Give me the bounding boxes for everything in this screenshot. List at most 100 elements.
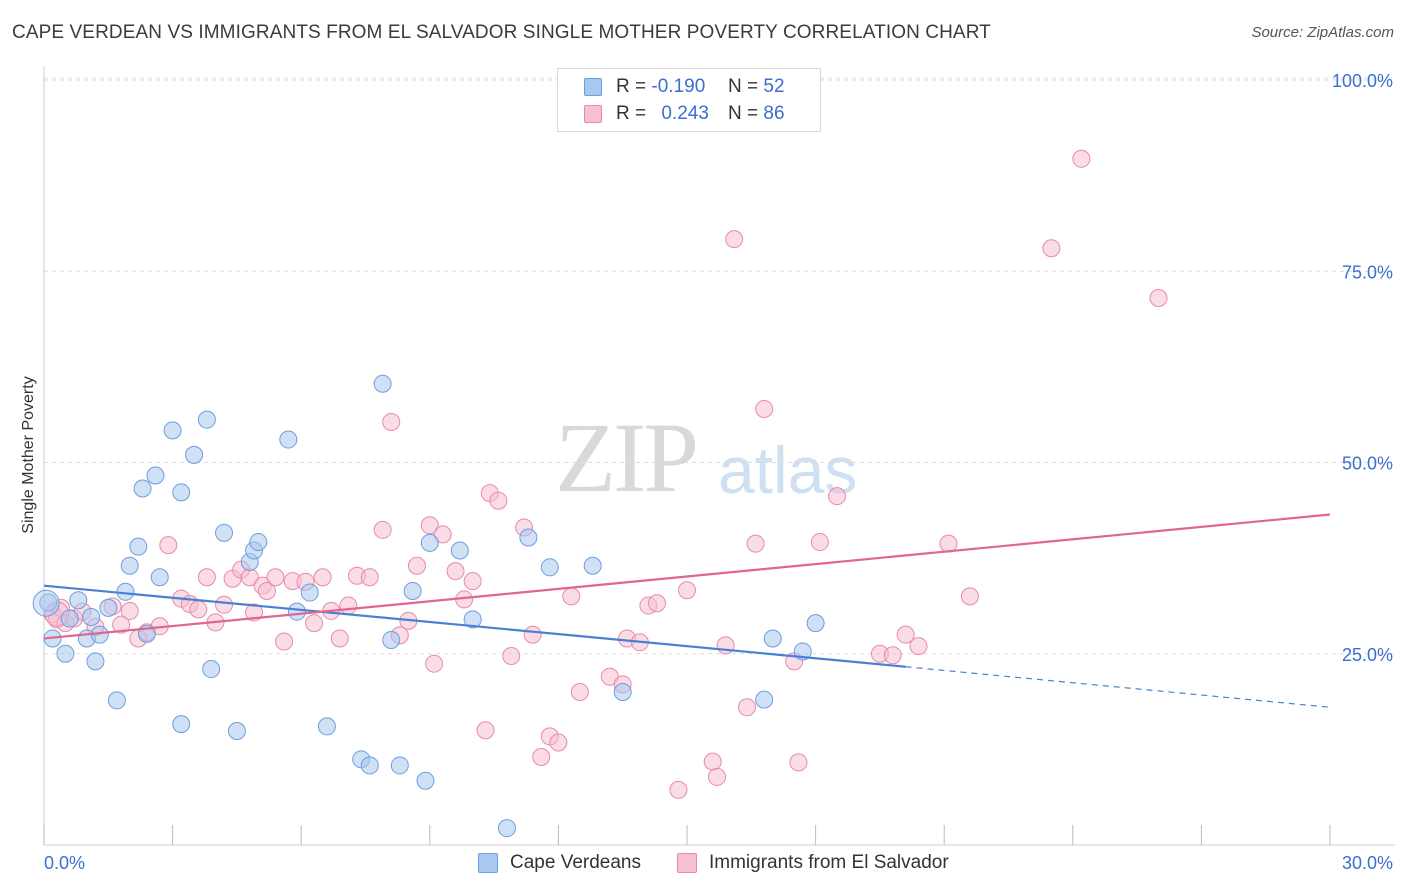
point-el-salvador-16 xyxy=(189,600,208,619)
y-tick-label-75: 75.0% xyxy=(1342,262,1393,282)
legend-row-el-salvador: R = 0.243 N = 86 xyxy=(584,102,785,126)
point-el-salvador-73 xyxy=(755,399,774,418)
bottom-legend-swatch-blue xyxy=(478,853,498,873)
point-el-salvador-71 xyxy=(738,698,757,717)
point-cape-verdean-22 xyxy=(197,410,216,429)
point-cape-verdean-30 xyxy=(287,602,306,621)
point-el-salvador-38 xyxy=(382,412,401,431)
point-cape-verdean-3 xyxy=(60,609,79,628)
point-cape-verdean-16 xyxy=(146,466,165,485)
bottom-legend-cape-verdeans: Cape Verdeans xyxy=(478,852,641,874)
point-cape-verdean-44 xyxy=(519,528,538,547)
point-cape-verdean-28 xyxy=(249,533,268,552)
point-el-salvador-72 xyxy=(746,534,765,553)
point-el-salvador-45 xyxy=(446,562,465,581)
point-el-salvador-65 xyxy=(669,780,688,799)
point-el-salvador-25 xyxy=(257,582,276,601)
point-cape-verdean-21 xyxy=(185,445,204,464)
series-immigrants-el-salvador xyxy=(43,149,1168,799)
point-el-salvador-13 xyxy=(159,536,178,555)
trend-lines xyxy=(43,513,1331,708)
point-cape-verdean-6 xyxy=(82,608,101,627)
point-el-salvador-83 xyxy=(960,587,979,606)
point-el-salvador-34 xyxy=(339,596,358,615)
bottom-legend-swatch-pink xyxy=(677,853,697,873)
point-el-salvador-82 xyxy=(939,534,958,553)
point-el-salvador-76 xyxy=(810,533,829,552)
point-el-salvador-37 xyxy=(373,520,392,539)
point-cape-verdean-45 xyxy=(540,558,559,577)
point-el-salvador-70 xyxy=(725,230,744,249)
y-tick-label-25: 25.0% xyxy=(1342,645,1393,665)
point-cape-verdean-13 xyxy=(129,537,148,556)
chart-source: Source: ZipAtlas.com xyxy=(1251,24,1394,41)
point-el-salvador-19 xyxy=(215,595,234,614)
y-tick-label-100: 100.0% xyxy=(1332,71,1393,91)
point-cape-verdean-34 xyxy=(360,756,379,775)
point-cape-verdean-19 xyxy=(172,483,191,502)
point-el-salvador-54 xyxy=(532,748,551,767)
legend-n-label: N = xyxy=(728,76,759,97)
tick-labels: 25.0% 50.0% 75.0% 100.0% 0.0% 30.0% xyxy=(44,71,1393,873)
point-cape-verdean-49 xyxy=(763,629,782,648)
point-cape-verdean-17 xyxy=(150,568,169,587)
point-el-salvador-68 xyxy=(708,767,727,786)
legend-n-label: N = xyxy=(728,103,759,124)
point-cape-verdean-14 xyxy=(133,479,152,498)
x-tick-label-max: 30.0% xyxy=(1342,853,1393,873)
point-cape-verdean-7 xyxy=(86,652,105,671)
point-cape-verdean-48 xyxy=(755,690,774,709)
trend-el-salvador xyxy=(43,513,1331,640)
point-el-salvador-66 xyxy=(678,581,696,600)
point-el-salvador-43 xyxy=(425,654,444,673)
legend-n-value-pink: 86 xyxy=(763,103,785,124)
legend-swatch-blue xyxy=(584,78,602,96)
series-cape-verdeans xyxy=(32,374,825,838)
point-cape-verdean-32 xyxy=(317,717,336,736)
legend-r-value-blue: -0.190 xyxy=(651,76,706,97)
point-el-salvador-17 xyxy=(197,568,216,587)
point-el-salvador-26 xyxy=(266,568,285,587)
point-el-salvador-77 xyxy=(828,487,847,506)
point-cape-verdean-42 xyxy=(463,610,482,629)
point-el-salvador-50 xyxy=(489,491,508,510)
point-cape-verdean-20 xyxy=(172,715,191,734)
point-cape-verdean-38 xyxy=(403,582,422,601)
point-cape-verdean-40 xyxy=(420,533,439,552)
bottom-legend-el-salvador: Immigrants from El Salvador xyxy=(677,852,949,874)
point-el-salvador-48 xyxy=(476,721,495,740)
point-el-salvador-30 xyxy=(305,614,324,633)
point-cape-verdean-47 xyxy=(613,683,632,701)
chart-title: CAPE VERDEAN VS IMMIGRANTS FROM EL SALVA… xyxy=(12,22,991,43)
legend-swatch-pink xyxy=(584,105,602,123)
point-el-salvador-86 xyxy=(1149,289,1168,308)
point-el-salvador-79 xyxy=(883,646,902,665)
point-cape-verdean-43 xyxy=(497,819,516,838)
point-cape-verdean-35 xyxy=(373,374,392,393)
point-cape-verdean-23 xyxy=(202,660,221,679)
point-el-salvador-44 xyxy=(433,525,452,544)
point-el-salvador-57 xyxy=(562,587,581,606)
trend-cape-verdeans-extension xyxy=(905,666,1331,708)
point-cape-verdean-51 xyxy=(806,614,825,633)
point-cape-verdean-29 xyxy=(279,430,298,449)
legend-row-cape-verdeans: R = -0.190 N = 52 xyxy=(584,75,785,99)
legend-r-label: R = xyxy=(616,103,647,124)
point-cape-verdean-9 xyxy=(99,598,118,617)
point-el-salvador-8 xyxy=(112,615,131,634)
point-el-salvador-85 xyxy=(1072,149,1091,168)
point-cape-verdean-39 xyxy=(416,771,435,790)
point-cape-verdean-2 xyxy=(56,644,75,663)
point-cape-verdean-24 xyxy=(215,523,234,542)
point-el-salvador-64 xyxy=(647,594,666,613)
legend-r-label: R = xyxy=(616,76,647,97)
point-cape-verdean-12 xyxy=(120,556,139,575)
point-cape-verdean-cluster xyxy=(32,589,60,617)
legend: R = -0.190 N = 52 R = 0.243 N = 86 xyxy=(557,68,821,132)
y-tick-label-50: 50.0% xyxy=(1342,454,1393,474)
bottom-legend-label-cape-verdeans: Cape Verdeans xyxy=(510,852,641,873)
watermark-zip: ZIP xyxy=(555,402,699,513)
point-el-salvador-33 xyxy=(330,629,349,648)
point-el-salvador-84 xyxy=(1042,239,1061,258)
point-cape-verdean-10 xyxy=(107,691,126,710)
